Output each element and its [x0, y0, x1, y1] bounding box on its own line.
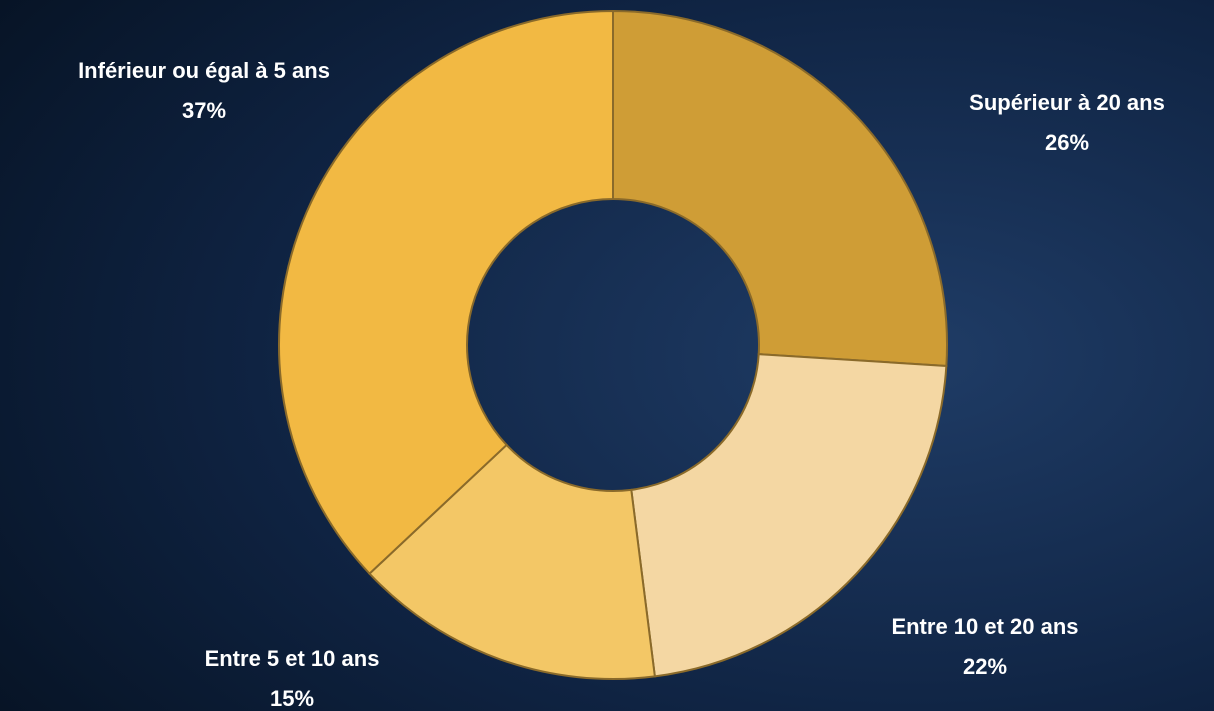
category-label: Supérieur à 20 ans	[969, 90, 1165, 115]
value-label: 26%	[1045, 130, 1089, 155]
chart: Supérieur à 20 ans 26% Entre 10 et 20 ans 2…	[0, 0, 1214, 711]
category-label: Entre 10 et 20 ans	[891, 614, 1078, 639]
value-label: 22%	[963, 654, 1007, 679]
value-label: 37%	[182, 98, 226, 123]
category-label: Inférieur ou égal à 5 ans	[78, 58, 330, 83]
category-label: Entre 5 et 10 ans	[205, 646, 380, 671]
value-label: 15%	[270, 686, 314, 711]
